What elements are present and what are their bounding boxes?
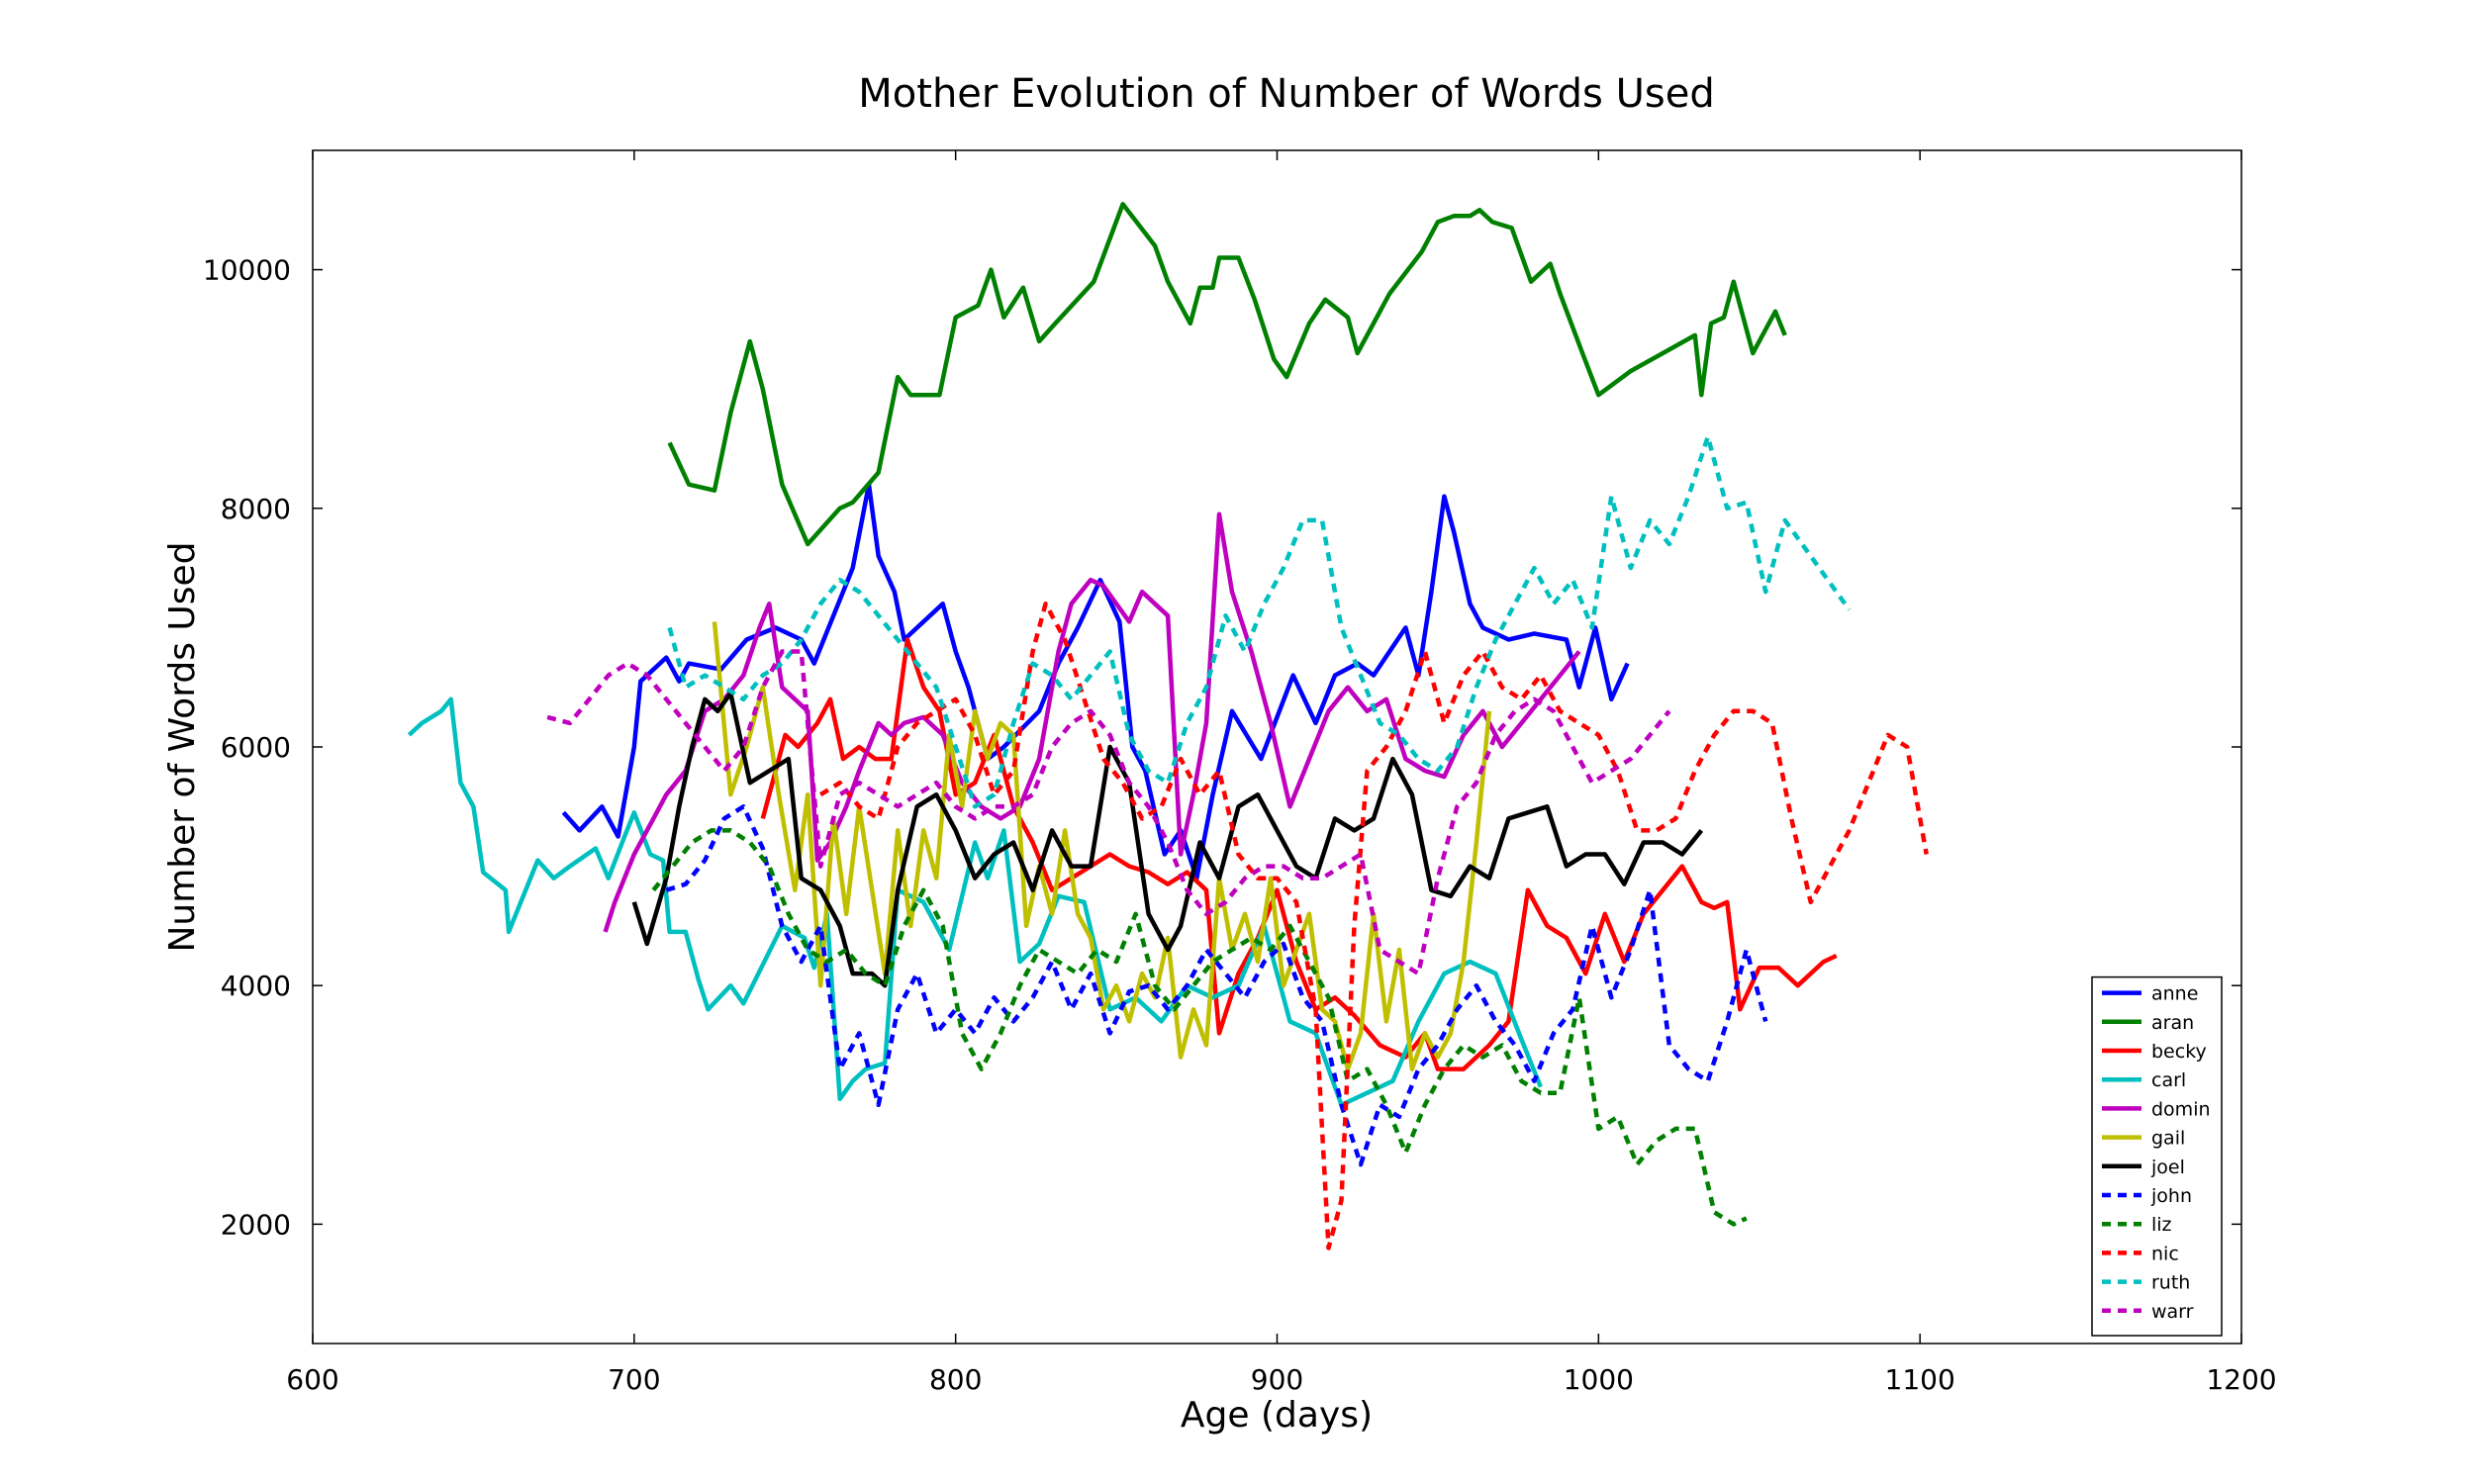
series-line-becky — [760, 637, 1838, 1071]
y-tick-label: 10000 — [203, 254, 291, 287]
y-tick-label: 6000 — [221, 731, 291, 764]
legend-label-becky: becky — [2151, 1041, 2207, 1063]
x-tick-label: 700 — [608, 1363, 660, 1396]
legend-label-anne: anne — [2151, 983, 2198, 1005]
legend-label-aran: aran — [2151, 1012, 2194, 1034]
x-tick-label: 1200 — [2206, 1363, 2276, 1396]
x-tick-label: 800 — [929, 1363, 982, 1396]
series-line-warr — [546, 649, 1671, 976]
series-line-domin — [603, 511, 1581, 933]
series-line-carl — [407, 696, 1543, 1108]
x-tick-label: 1100 — [1885, 1363, 1955, 1396]
legend-label-warr: warr — [2151, 1301, 2194, 1323]
legend-label-domin: domin — [2151, 1098, 2211, 1120]
series-layer — [407, 202, 1929, 1251]
series-line-john — [665, 804, 1768, 1167]
y-axis-label: Number of Words Used — [162, 541, 203, 952]
chart-title: Mother Evolution of Number of Words Used — [858, 71, 1714, 117]
legend-label-carl: carl — [2151, 1069, 2186, 1091]
x-axis-label: Age (days) — [1181, 1395, 1373, 1436]
series-line-joel — [631, 691, 1704, 988]
x-tick-label: 600 — [286, 1363, 338, 1396]
y-tick-label: 8000 — [221, 493, 291, 525]
series-line-anne — [561, 482, 1630, 881]
legend-label-john: john — [2150, 1185, 2192, 1207]
series-line-ruth — [667, 434, 1852, 809]
legend: anne aran becky carl domin gail joel john liz nic… — [2091, 975, 2223, 1337]
y-tick-label: 2000 — [221, 1208, 291, 1241]
series-line-aran — [667, 202, 1787, 547]
legend-label-joel: joel — [2150, 1157, 2185, 1178]
legend-box — [2091, 975, 2223, 1337]
legend-label-gail: gail — [2151, 1128, 2185, 1150]
series-line-gail — [712, 621, 1492, 1071]
legend-label-liz: liz — [2151, 1214, 2172, 1236]
x-tick-label: 1000 — [1564, 1363, 1634, 1396]
x-tick-label: 900 — [1251, 1363, 1303, 1396]
legend-label-ruth: ruth — [2151, 1272, 2190, 1294]
y-tick-label: 4000 — [221, 970, 291, 1002]
axes: 600 700 800 900 1000 1100 1200 2000 4000 6000 8000… — [203, 150, 2277, 1396]
series-line-nic — [819, 602, 1929, 1251]
legend-label-nic: nic — [2151, 1243, 2179, 1264]
